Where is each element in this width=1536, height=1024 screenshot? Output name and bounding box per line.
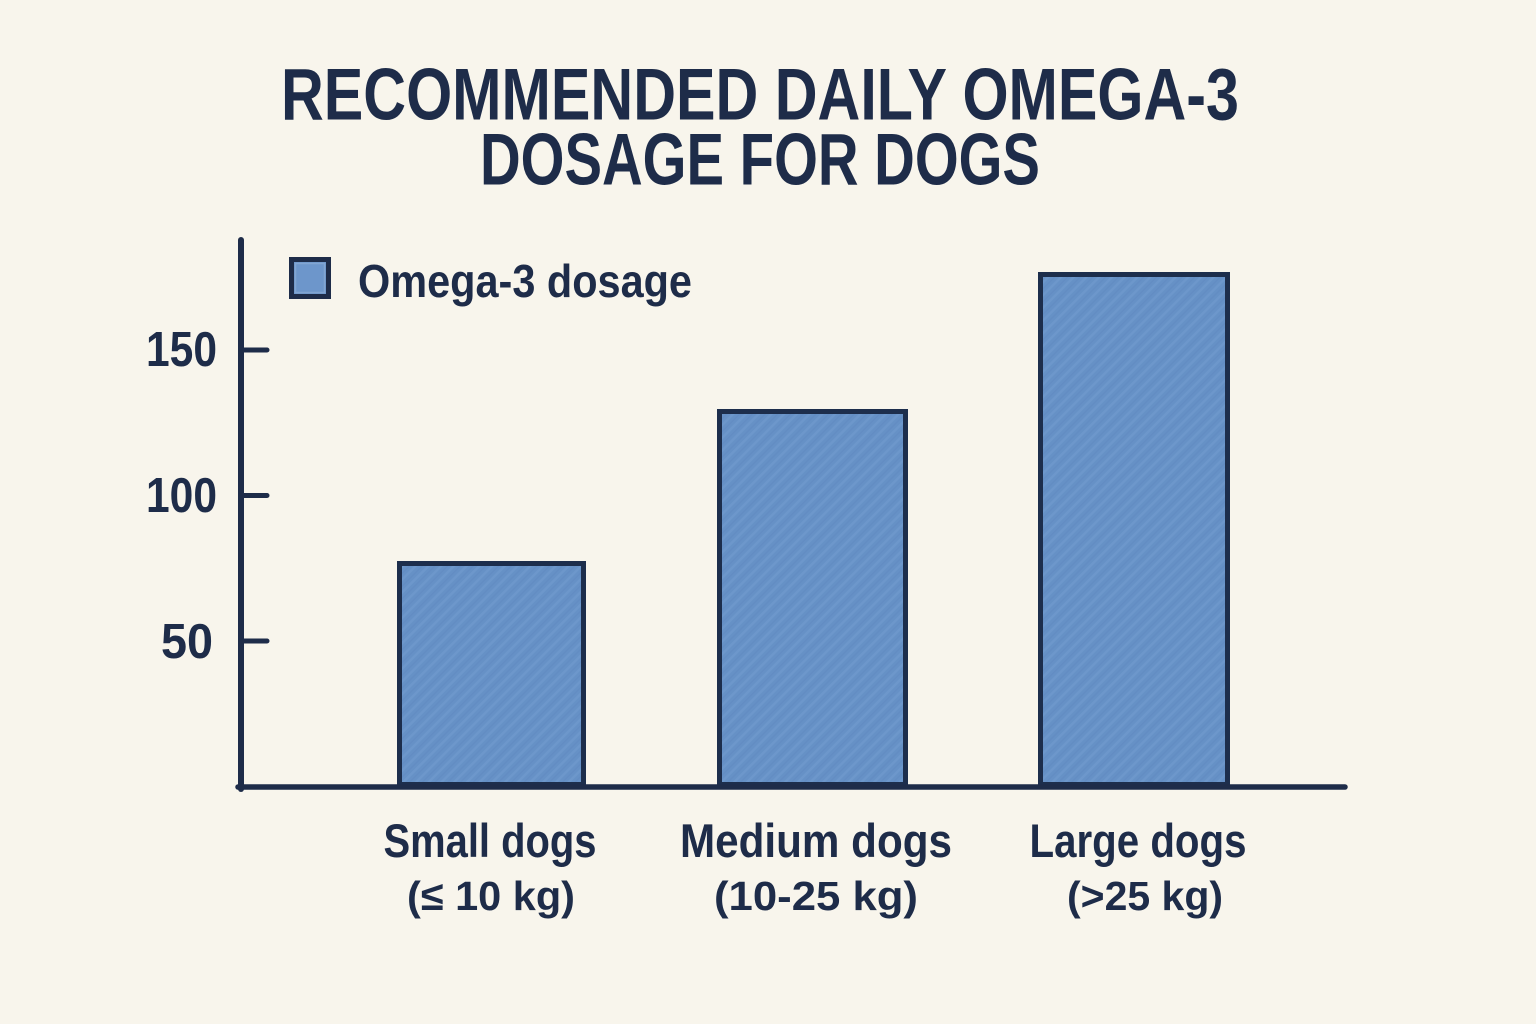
svg-text:(>25 kg): (>25 kg) bbox=[1067, 873, 1223, 919]
svg-text:Medium dogs: Medium dogs bbox=[680, 814, 952, 867]
svg-text:(≤ 10 kg): (≤ 10 kg) bbox=[407, 873, 575, 919]
svg-text:RECOMMENDED DAILY OMEGA-3: RECOMMENDED DAILY OMEGA-3 bbox=[281, 55, 1239, 136]
svg-text:100: 100 bbox=[146, 469, 217, 523]
svg-text:50: 50 bbox=[161, 615, 213, 669]
svg-text:Omega-3 dosage: Omega-3 dosage bbox=[358, 255, 692, 307]
svg-text:150: 150 bbox=[146, 323, 217, 377]
svg-text:(10-25 kg): (10-25 kg) bbox=[714, 873, 918, 919]
svg-text:Small dogs: Small dogs bbox=[384, 814, 597, 867]
svg-text:Large dogs: Large dogs bbox=[1030, 814, 1247, 867]
svg-text:DOSAGE FOR DOGS: DOSAGE FOR DOGS bbox=[480, 120, 1040, 201]
